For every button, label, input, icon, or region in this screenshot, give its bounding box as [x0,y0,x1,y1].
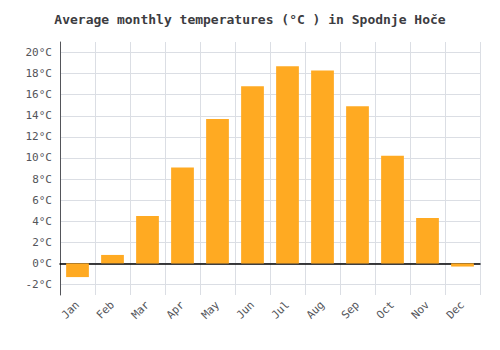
svg-text:20°C: 20°C [26,46,53,59]
svg-text:Average monthly temperatures (: Average monthly temperatures (°C ) in Sp… [54,12,446,27]
svg-text:Apr: Apr [164,298,187,321]
svg-text:Feb: Feb [94,298,117,321]
svg-text:8°C: 8°C [32,173,52,186]
svg-text:-2°C: -2°C [26,278,53,291]
svg-text:2°C: 2°C [32,236,52,249]
svg-text:Mar: Mar [129,298,152,321]
svg-text:4°C: 4°C [32,215,52,228]
svg-text:10°C: 10°C [26,151,53,164]
svg-text:Aug: Aug [304,298,327,321]
svg-text:May: May [199,298,222,321]
svg-text:Nov: Nov [409,298,432,321]
svg-text:Jun: Jun [234,298,257,321]
svg-text:12°C: 12°C [26,130,53,143]
svg-text:Dec: Dec [444,298,467,321]
svg-text:Jul: Jul [269,298,292,321]
svg-text:14°C: 14°C [26,109,53,122]
svg-text:Jan: Jan [59,298,82,321]
svg-text:0°C: 0°C [32,257,52,270]
svg-text:16°C: 16°C [26,88,53,101]
svg-text:6°C: 6°C [32,194,52,207]
svg-text:18°C: 18°C [26,67,53,80]
svg-text:Sep: Sep [339,298,362,321]
svg-text:Oct: Oct [374,298,397,321]
